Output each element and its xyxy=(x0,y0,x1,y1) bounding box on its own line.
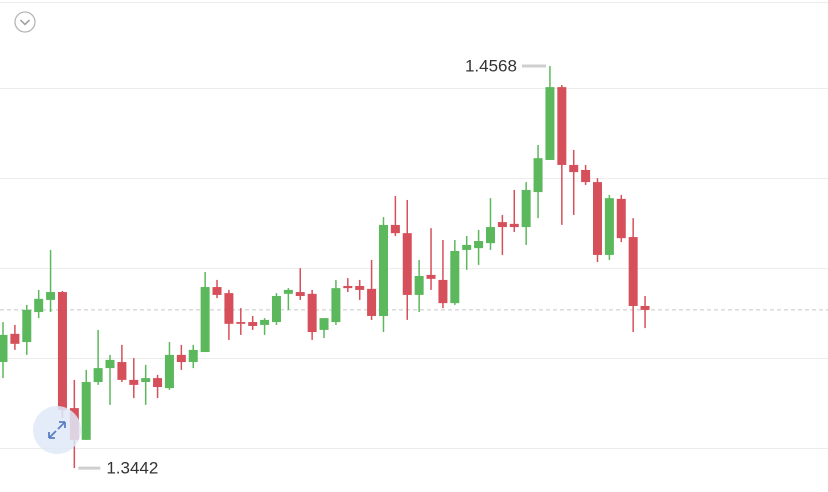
candle-body xyxy=(390,224,400,234)
candle-body xyxy=(81,382,91,440)
expand-button[interactable] xyxy=(33,406,81,454)
candle-body xyxy=(533,158,543,193)
candle-body xyxy=(628,237,638,306)
min-label: 1.3442 xyxy=(106,459,158,478)
candle-body xyxy=(414,275,424,295)
candle-body xyxy=(593,182,602,255)
candle-body xyxy=(129,379,139,385)
candle-body xyxy=(343,285,353,289)
candle-body xyxy=(248,322,258,326)
candle-body xyxy=(164,354,174,389)
candle-body xyxy=(355,285,365,290)
candle-body xyxy=(462,244,472,250)
candle-body xyxy=(616,198,626,239)
candle-body xyxy=(307,293,317,333)
candle-body xyxy=(260,319,270,325)
candle-body xyxy=(438,279,448,304)
candle-body xyxy=(141,378,151,383)
candle-body xyxy=(604,198,614,255)
candle-body xyxy=(0,334,8,363)
candle-body xyxy=(319,318,329,330)
candle-body xyxy=(224,293,234,324)
candle-body xyxy=(117,362,127,380)
candle-body xyxy=(271,295,281,323)
candle-body xyxy=(569,164,579,173)
candle-body xyxy=(295,292,305,296)
candle-body xyxy=(509,223,519,228)
candle-body xyxy=(474,241,484,249)
candle-body xyxy=(426,274,436,279)
candle-body xyxy=(34,298,44,313)
expand-icon xyxy=(48,421,66,439)
candle-body xyxy=(236,322,246,324)
candle-body xyxy=(497,222,507,228)
candle-body xyxy=(545,87,555,160)
candle-body xyxy=(10,333,20,344)
candles: 1.4568 1.3442 xyxy=(0,57,828,478)
collapse-button[interactable] xyxy=(14,11,36,33)
max-label: 1.4568 xyxy=(465,57,517,76)
expand-circle[interactable] xyxy=(33,406,81,454)
background-lines xyxy=(0,2,828,449)
candle-body xyxy=(331,288,341,323)
candle-body xyxy=(57,292,67,410)
candle-body xyxy=(402,233,412,295)
candle-body xyxy=(188,349,198,363)
candle-body xyxy=(200,287,210,353)
candle-body xyxy=(176,354,186,363)
candle-body xyxy=(557,87,567,165)
collapse-circle[interactable] xyxy=(14,11,36,33)
candle-body xyxy=(485,227,495,244)
candle-body xyxy=(105,359,115,369)
candle-body xyxy=(283,289,293,294)
candle-body xyxy=(521,189,531,228)
candle-body xyxy=(46,292,56,300)
candle-body xyxy=(450,250,460,304)
candle-body xyxy=(22,309,32,343)
candle-body xyxy=(153,378,163,388)
candle-body xyxy=(378,224,388,316)
candle-body xyxy=(212,287,222,295)
chevron-icon xyxy=(19,19,31,26)
candle-body xyxy=(581,169,591,183)
candle-body xyxy=(93,368,103,383)
candle-body xyxy=(640,305,650,310)
candle-body xyxy=(367,288,377,316)
